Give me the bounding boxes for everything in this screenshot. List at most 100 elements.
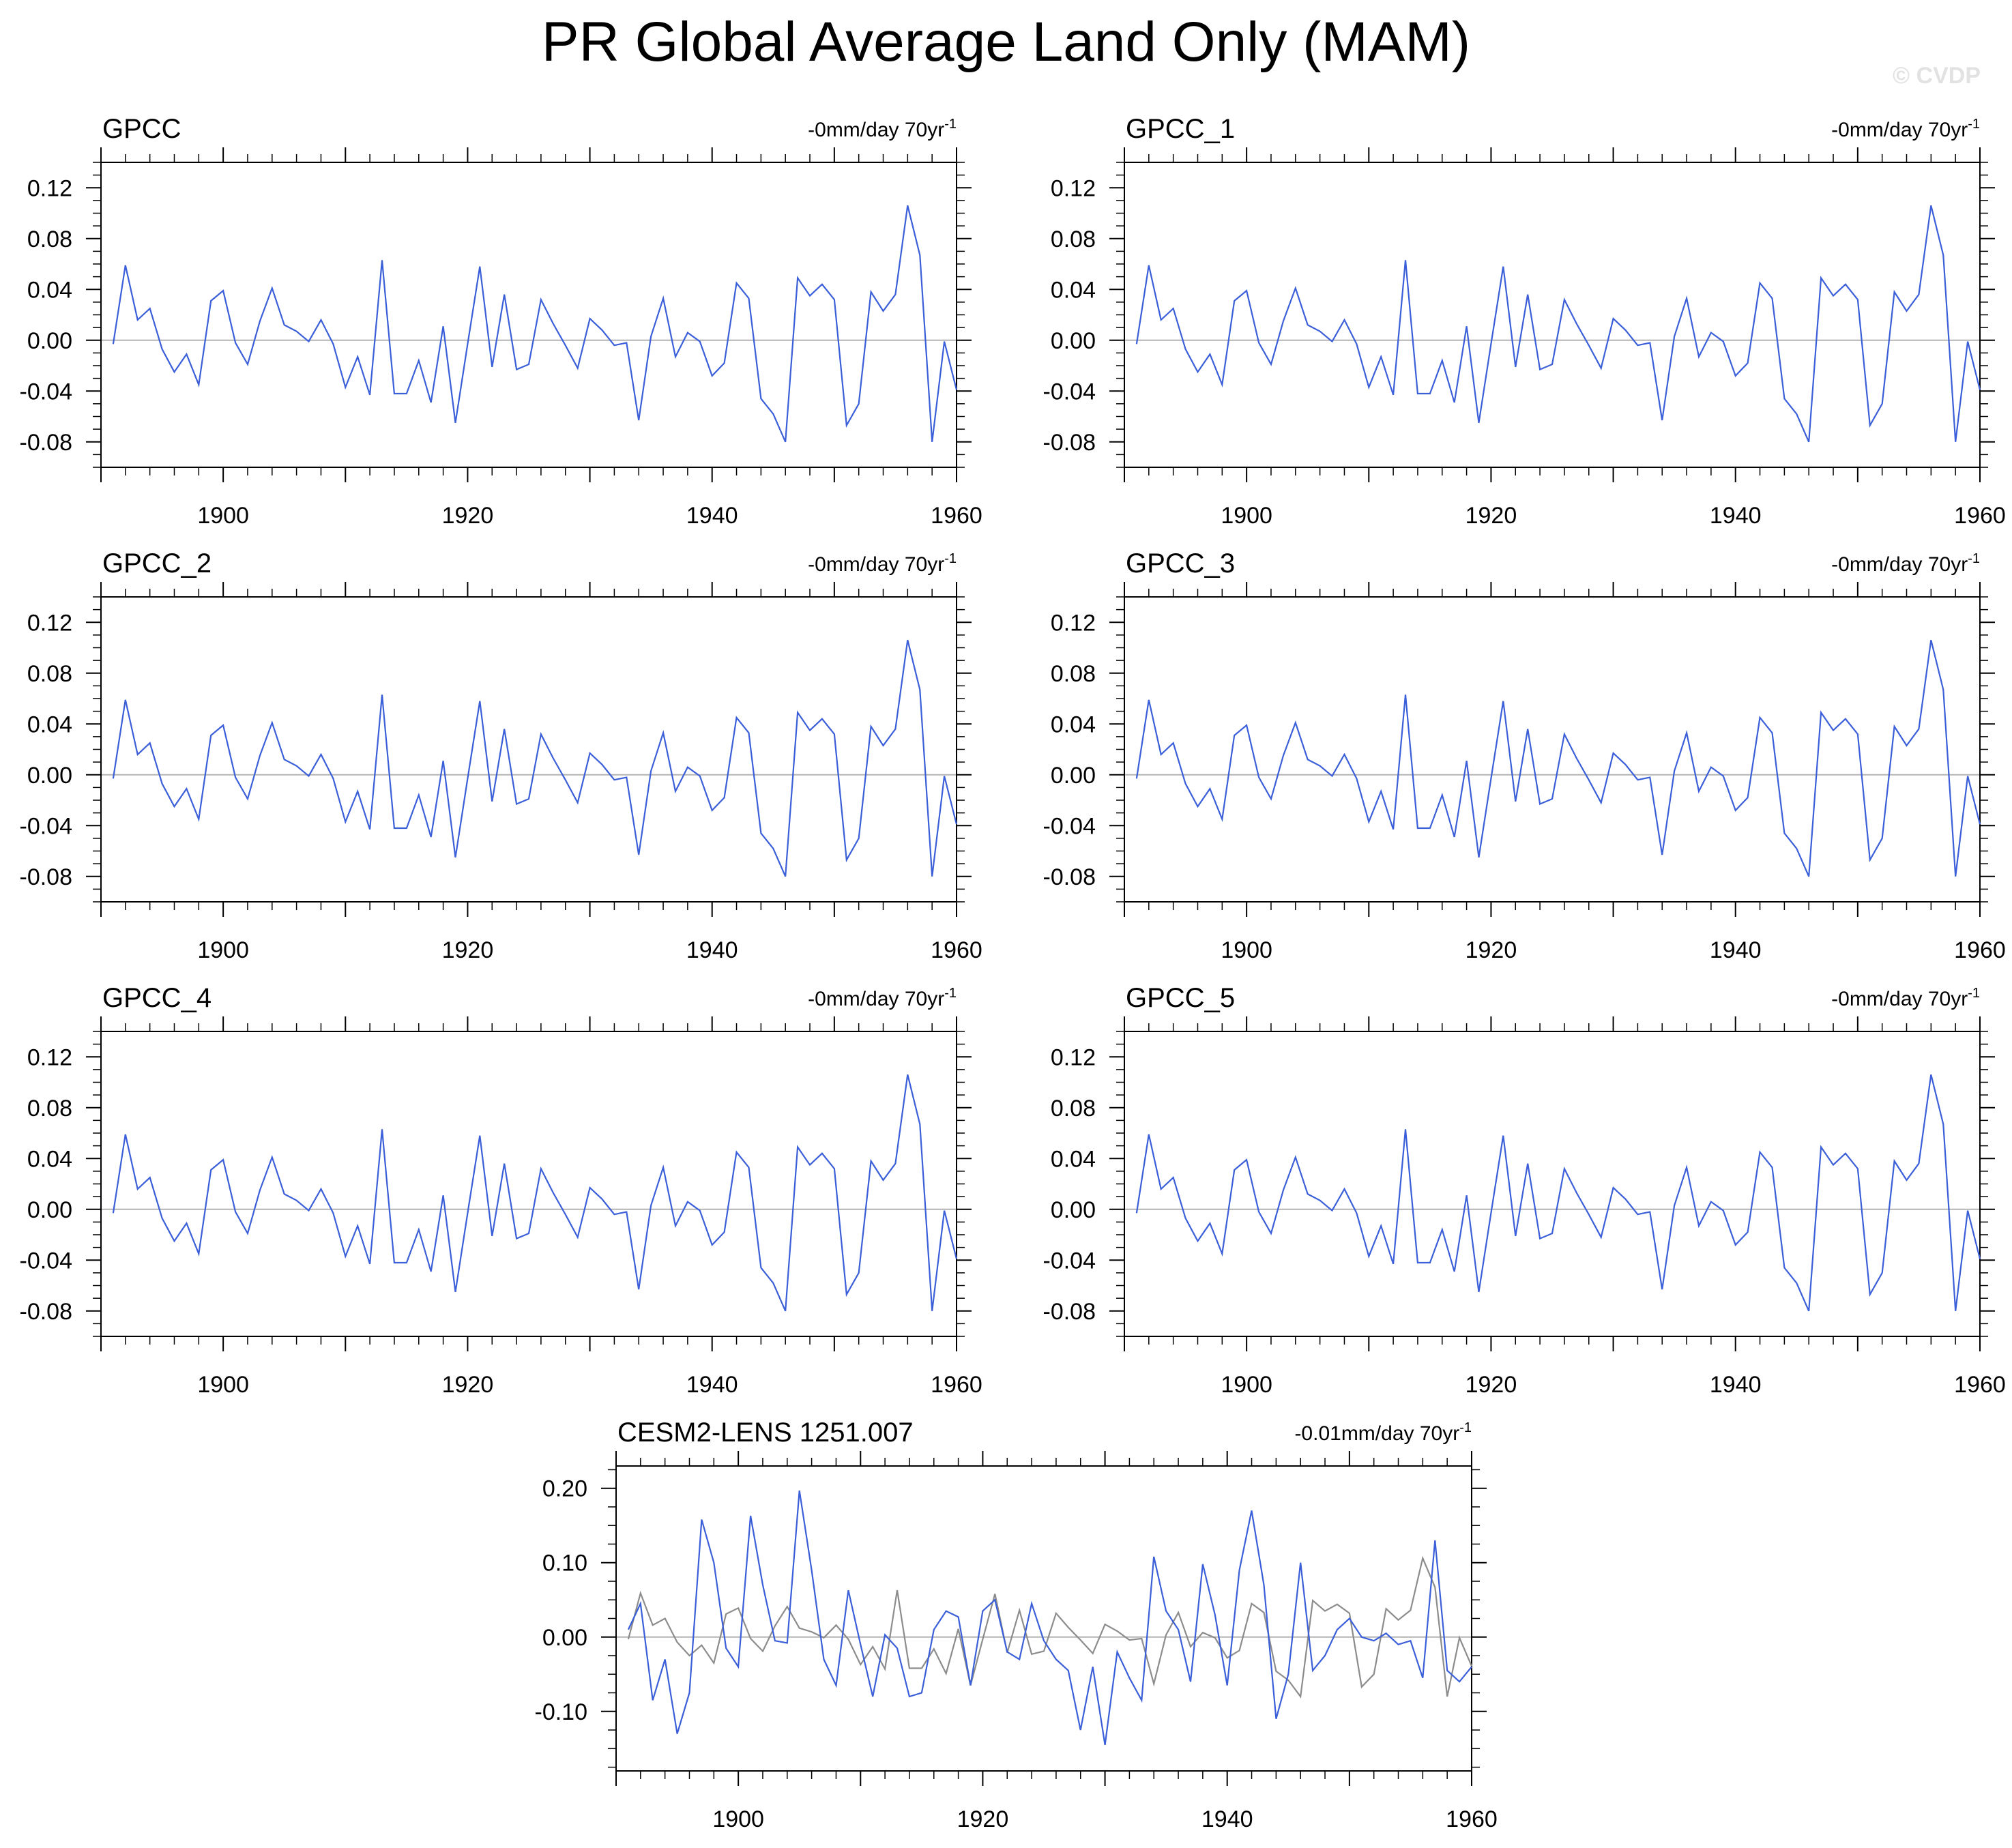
- x-tick-label: 1920: [957, 1806, 1009, 1832]
- y-tick-label: 0.20: [542, 1476, 587, 1502]
- y-tick-label: 0.08: [27, 226, 72, 252]
- y-tick-label: 0.04: [27, 1146, 72, 1172]
- panel-title: GPCC: [102, 114, 181, 144]
- y-tick-label: -0.08: [1043, 1299, 1096, 1325]
- y-tick-label: -0.10: [535, 1699, 588, 1725]
- x-tick-label: 1920: [442, 503, 494, 529]
- chart-panel-5: GPCC_4 -0mm/day 70yr-1 1900 1920 1940 1960 -0.…: [20, 983, 982, 1398]
- series-line: [112, 205, 958, 443]
- y-tick-label: 0.08: [27, 661, 72, 687]
- chart-panel-6: GPCC_5 -0mm/day 70yr-1 1900 1920 1940 1960 -0.…: [1043, 983, 2006, 1398]
- x-tick-label: 1940: [1710, 1372, 1762, 1398]
- y-tick-label: 0.10: [542, 1551, 587, 1576]
- y-tick-label: 0.04: [1051, 712, 1096, 737]
- x-tick-label: 1920: [1466, 503, 1517, 529]
- trend-label: -0.01mm/day 70yr-1: [1294, 1420, 1472, 1445]
- series-line: [1135, 1074, 1981, 1312]
- chart-panel-4: GPCC_3 -0mm/day 70yr-1 1900 1920 1940 1960 -0.…: [1043, 548, 2006, 963]
- trend-label: -0mm/day 70yr-1: [1831, 551, 1980, 576]
- x-tick-label: 1900: [1221, 1372, 1272, 1398]
- x-tick-label: 1900: [197, 1372, 249, 1398]
- x-tick-label: 1960: [931, 1372, 982, 1398]
- x-tick-label: 1920: [442, 1372, 494, 1398]
- y-tick-label: 0.00: [27, 1197, 72, 1223]
- chart-panel-3: GPCC_2 -0mm/day 70yr-1 1900 1920 1940 1960 -0.…: [20, 548, 982, 963]
- x-tick-label: 1960: [1954, 1372, 2006, 1398]
- y-tick-label: -0.08: [1043, 864, 1096, 890]
- y-tick-label: 0.04: [1051, 277, 1096, 303]
- chart-panel-1: GPCC -0mm/day 70yr-1 1900 1920 1940 1960 -0.08…: [20, 114, 982, 529]
- reference-series-line: [627, 1555, 1473, 1699]
- y-tick-label: -0.08: [20, 1299, 73, 1325]
- y-tick-label: 0.00: [27, 328, 72, 354]
- trend-label: -0mm/day 70yr-1: [1831, 986, 1980, 1010]
- y-tick-label: 0.12: [27, 175, 72, 201]
- y-tick-label: 0.12: [1051, 1044, 1096, 1070]
- y-tick-label: 0.08: [1051, 661, 1096, 687]
- y-tick-label: 0.12: [1051, 175, 1096, 201]
- series-line: [112, 640, 958, 877]
- y-tick-label: 0.04: [1051, 1146, 1096, 1172]
- panel-title: GPCC_1: [1126, 114, 1235, 144]
- trend-label: -0mm/day 70yr-1: [808, 117, 957, 141]
- y-tick-label: 0.08: [27, 1096, 72, 1121]
- y-tick-label: 0.12: [27, 1044, 72, 1070]
- panel-title: GPCC_5: [1126, 983, 1235, 1013]
- x-tick-label: 1900: [197, 503, 249, 529]
- x-tick-label: 1900: [197, 937, 249, 963]
- y-tick-label: 0.04: [27, 712, 72, 737]
- trend-label: -0mm/day 70yr-1: [808, 551, 957, 576]
- x-tick-label: 1960: [1954, 503, 2006, 529]
- x-tick-label: 1940: [686, 1372, 738, 1398]
- x-tick-label: 1940: [686, 503, 738, 529]
- y-tick-label: -0.04: [20, 813, 73, 839]
- watermark: © CVDP: [1893, 63, 1981, 89]
- x-tick-label: 1920: [1466, 1372, 1517, 1398]
- y-tick-label: 0.12: [27, 610, 72, 636]
- y-tick-label: -0.04: [20, 1248, 73, 1274]
- x-tick-label: 1920: [442, 937, 494, 963]
- y-tick-label: -0.04: [1043, 379, 1096, 405]
- series-line: [112, 1074, 958, 1312]
- panel-title: GPCC_3: [1126, 548, 1235, 578]
- panel-title: GPCC_2: [102, 548, 212, 578]
- series-line: [627, 1490, 1472, 1745]
- trend-label: -0mm/day 70yr-1: [808, 986, 957, 1010]
- y-tick-label: 0.04: [27, 277, 72, 303]
- y-tick-label: -0.08: [20, 864, 73, 890]
- y-tick-label: 0.00: [1051, 1197, 1096, 1223]
- x-tick-label: 1960: [1954, 937, 2006, 963]
- y-tick-label: -0.04: [1043, 813, 1096, 839]
- x-tick-label: 1900: [1221, 503, 1272, 529]
- y-tick-label: -0.08: [1043, 430, 1096, 456]
- x-tick-label: 1960: [1446, 1806, 1498, 1832]
- y-tick-label: 0.00: [542, 1625, 587, 1651]
- x-tick-label: 1940: [1710, 503, 1762, 529]
- y-tick-label: 0.00: [1051, 763, 1096, 789]
- series-line: [1135, 640, 1981, 877]
- x-tick-label: 1960: [931, 937, 982, 963]
- trend-label: -0mm/day 70yr-1: [1831, 117, 1980, 141]
- series-line: [1135, 205, 1981, 443]
- x-tick-label: 1940: [1710, 937, 1762, 963]
- y-tick-label: -0.04: [1043, 1248, 1096, 1274]
- chart-panel-2: GPCC_1 -0mm/day 70yr-1 1900 1920 1940 1960 -0.…: [1043, 114, 2006, 529]
- x-tick-label: 1900: [712, 1806, 764, 1832]
- y-tick-label: 0.12: [1051, 610, 1096, 636]
- y-tick-label: 0.00: [1051, 328, 1096, 354]
- x-tick-label: 1940: [1201, 1806, 1253, 1832]
- chart-panel-7: CESM2-LENS 1251.007 -0.01mm/day 70yr-1 190…: [535, 1418, 1498, 1832]
- plot-frame: [615, 1465, 1472, 1772]
- y-tick-label: 0.00: [27, 763, 72, 789]
- y-tick-label: -0.08: [20, 430, 73, 456]
- x-tick-label: 1940: [686, 937, 738, 963]
- figure-title: PR Global Average Land Only (MAM): [541, 11, 1471, 73]
- x-tick-label: 1920: [1466, 937, 1517, 963]
- panel-title: GPCC_4: [102, 983, 212, 1013]
- x-tick-label: 1960: [931, 503, 982, 529]
- x-tick-label: 1900: [1221, 937, 1272, 963]
- panel-title: CESM2-LENS 1251.007: [617, 1418, 914, 1448]
- y-tick-label: 0.08: [1051, 226, 1096, 252]
- y-tick-label: -0.04: [20, 379, 73, 405]
